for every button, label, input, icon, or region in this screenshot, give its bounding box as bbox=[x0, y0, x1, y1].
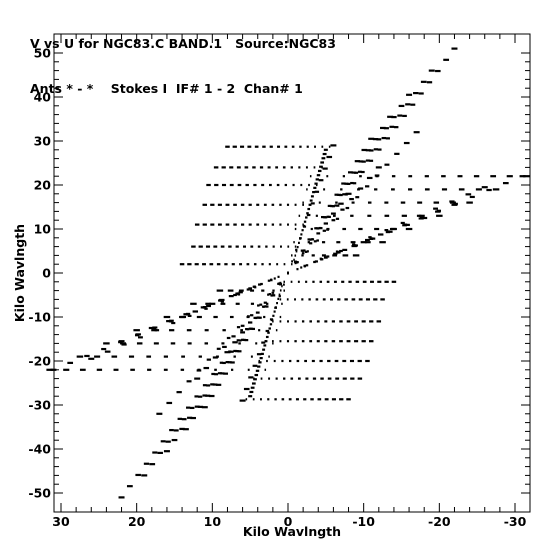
x-tick-label: 30 bbox=[52, 514, 70, 529]
plot-frame bbox=[53, 33, 531, 513]
x-tick-label: -20 bbox=[428, 514, 451, 529]
x-tick-label: 20 bbox=[128, 514, 146, 529]
y-tick-label: -40 bbox=[28, 442, 51, 457]
y-tick-label: 10 bbox=[34, 222, 52, 237]
y-tick-label: 40 bbox=[34, 90, 52, 105]
tick-label-group: 30 20 10 0 -10 -20 -30 50 40 30 20 10 0 -10 -20 -30 -40 -… bbox=[28, 46, 526, 530]
y-tick-label: 0 bbox=[42, 266, 51, 281]
y-tick-label: -50 bbox=[28, 486, 51, 501]
y-axis-label: Kilo Wavlngth bbox=[12, 224, 27, 322]
x-tick-label: 0 bbox=[284, 514, 293, 529]
x-tick-label: -10 bbox=[352, 514, 375, 529]
x-tick-label: 10 bbox=[204, 514, 222, 529]
tick-group bbox=[54, 34, 530, 512]
plot-subtitle: Ants * - * Stokes I IF# 1 - 2 Chan# 1 bbox=[30, 81, 303, 96]
y-tick-label: 50 bbox=[34, 46, 52, 61]
y-tick-label: -30 bbox=[28, 398, 51, 413]
x-tick-label: -30 bbox=[504, 514, 527, 529]
y-tick-label: 20 bbox=[34, 178, 52, 193]
plot-header: V vs U for NGC83.C BAND.1 Source:NGC83 A… bbox=[30, 6, 336, 111]
y-tick-label: -20 bbox=[28, 354, 51, 369]
plot-title: V vs U for NGC83.C BAND.1 Source:NGC83 bbox=[30, 36, 336, 51]
x-axis-label: Kilo Wavlngth bbox=[243, 524, 341, 539]
y-tick-label: 30 bbox=[34, 134, 52, 149]
data-point-group bbox=[46, 47, 530, 499]
y-tick-label: -10 bbox=[28, 310, 51, 325]
